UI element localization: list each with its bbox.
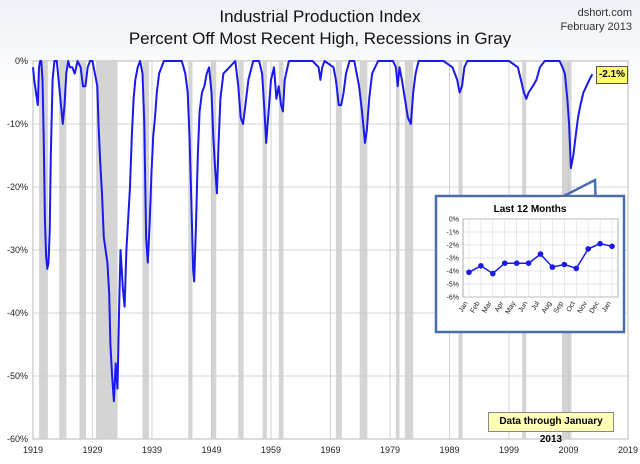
inset-data-point (549, 264, 556, 270)
x-tick-label: 1939 (142, 445, 162, 455)
x-tick-label: 1999 (499, 445, 519, 455)
source-date: February 2013 (560, 21, 632, 33)
latest-value-badge: -2.1% (596, 66, 628, 84)
inset-y-tick-label: -3% (447, 256, 459, 263)
x-tick-label: 1949 (201, 445, 221, 455)
series-line (32, 60, 594, 403)
inset-data-point (466, 269, 472, 276)
inset-callout-join (560, 197, 594, 201)
inset-data-point (609, 243, 615, 250)
inset-x-tick-label: Oct (565, 300, 577, 313)
x-tick-label: 1929 (82, 445, 102, 455)
y-tick-label: -50% (7, 371, 28, 381)
inset-x-tick-label: Jun (518, 300, 530, 313)
chart-title-line1: Industrial Production Index (219, 7, 421, 26)
inset-x-tick-label: Jan (601, 300, 613, 313)
x-tick-label: 1959 (261, 445, 281, 455)
x-tick-label: 1979 (380, 445, 400, 455)
inset-data-point (501, 260, 508, 267)
x-tick-label: 2009 (558, 445, 578, 455)
inset-data-point (537, 251, 544, 257)
y-tick-label: -60% (7, 434, 28, 444)
y-tick-label: -10% (7, 119, 28, 129)
inset-data-point (561, 261, 568, 268)
inset-x-tick-label: Jul (531, 300, 542, 312)
data-through-note: Data through January 2013 (488, 412, 614, 445)
inset-title: Last 12 Months (494, 204, 567, 215)
inset-x-tick-label: Apr (494, 300, 506, 314)
inset-x-tick-label: Jan (458, 300, 470, 313)
inset-data-point (597, 240, 603, 247)
inset-y-tick-label: -2% (447, 243, 459, 250)
source-credit: dshort.com (577, 7, 632, 19)
y-tick-label: -20% (7, 182, 28, 192)
inset-y-tick-label: -1% (447, 230, 459, 237)
inset-y-tick-label: 0% (449, 217, 459, 224)
x-tick-label: 1919 (23, 445, 43, 455)
chart-title-line2: Percent Off Most Recent High, Recessions… (128, 29, 512, 48)
inset-data-point (490, 270, 496, 277)
x-tick-label: 2019 (618, 445, 638, 455)
x-tick-label: 1989 (439, 445, 459, 455)
inset-data-point (525, 260, 532, 267)
y-tick-label: 0% (15, 56, 28, 66)
inset-data-point (513, 260, 520, 267)
inset-y-tick-label: -5% (447, 282, 459, 289)
inset-data-point (585, 246, 591, 252)
inset-data-point (573, 265, 580, 272)
inset-y-tick-label: -6% (447, 295, 459, 302)
inset-data-point (478, 263, 484, 269)
x-tick-label: 1969 (320, 445, 340, 455)
y-tick-label: -30% (7, 245, 28, 255)
inset-y-tick-label: -4% (447, 269, 459, 276)
y-tick-label: -40% (7, 308, 28, 318)
